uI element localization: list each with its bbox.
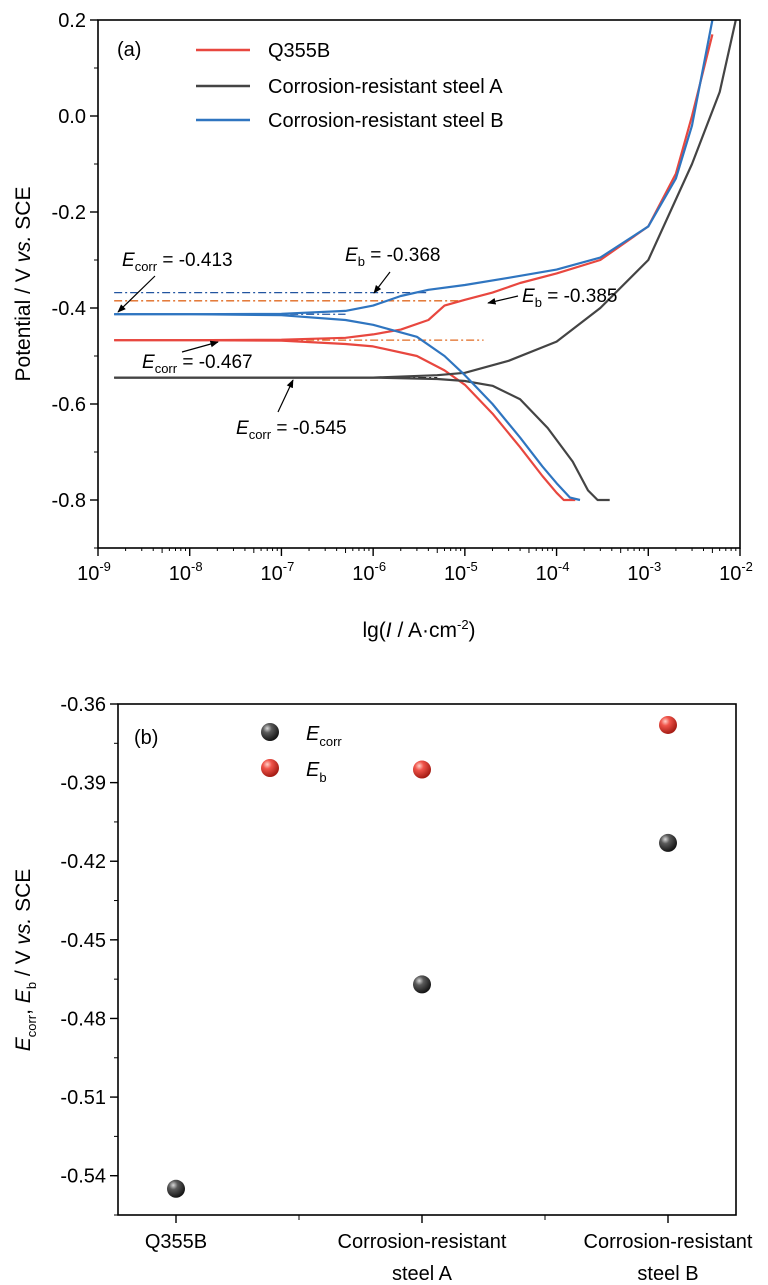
y-tick-label: -0.4 (52, 298, 86, 320)
b-category-label-1: Corrosion-resistant steel A (338, 1231, 507, 1285)
annotation-ecorr-steel-b: Ecorr = -0.413 (122, 250, 233, 274)
x-tick-label: 10-2 (719, 559, 753, 585)
annotation-arrow-eb-q355b (487, 295, 519, 305)
x-tick-label: 10-6 (352, 559, 386, 585)
panel-a-y-axis-title: Potential / V vs. SCE (12, 187, 35, 382)
panel-a-y-axis: 0.2 0.0 -0.2 -0.4 -0.6 -0.8 (52, 10, 98, 549)
y-tick-label: -0.8 (52, 490, 86, 512)
legend-marker-ecorr (261, 723, 279, 741)
panel-b-y-axis-title: Ecorr, Eb / V vs. SCE (12, 869, 39, 1052)
annotation-eb-q355b: Eb = -0.385 (522, 286, 617, 310)
panel-a-annotations: Ecorr = -0.413 Eb = -0.368 Eb = -0.385 E… (117, 245, 617, 442)
b-y-tick-label: -0.42 (60, 851, 106, 873)
y-tick-label: -0.2 (52, 202, 86, 224)
b-y-tick-label: -0.36 (60, 694, 106, 716)
point-e-b-1 (413, 760, 431, 779)
x-tick-label: 10-5 (444, 559, 478, 585)
legend-label-q355b: Q355B (268, 40, 330, 62)
panel-b: -0.36 -0.39 -0.42 -0.45 -0.48 -0.51 -0.54 Q355… (12, 694, 753, 1285)
legend-label-eb: Eb (306, 759, 327, 785)
x-tick-label: 10-8 (169, 559, 203, 585)
annotation-eb-steel-b: Eb = -0.368 (345, 245, 440, 269)
b-y-tick-label: -0.54 (60, 1166, 106, 1188)
curve-corrosion-resistant-steel-a-anodic (114, 19, 737, 379)
panel-b-frame (117, 703, 737, 1216)
b-category-label-0: Q355B (145, 1231, 207, 1253)
panel-b-label: (b) (134, 727, 158, 749)
panel-a-frame (97, 19, 741, 549)
curve-q355b-cathodic (114, 339, 576, 502)
b-y-tick-label: -0.51 (60, 1087, 106, 1109)
annotation-arrow-ecorr-q355b (181, 340, 219, 353)
point-e-corr-1 (413, 975, 431, 994)
b-y-tick-label: -0.39 (60, 773, 106, 795)
y-tick-label: -0.6 (52, 394, 86, 416)
panel-a-label: (a) (117, 39, 141, 61)
annotation-ecorr-steel-a: Ecorr = -0.545 (236, 418, 347, 442)
annotation-arrow-ecorr-steel-a (277, 379, 294, 413)
point-e-b-2 (659, 715, 677, 734)
annotation-arrow-eb-steel-b (373, 271, 391, 294)
panel-b-x-axis: Q355B Corrosion-resistant steel A Corrosion… (145, 1215, 753, 1285)
curve-corrosion-resistant-steel-b-anodic (114, 19, 714, 316)
x-tick-label: 10-3 (627, 559, 661, 585)
x-tick-label: 10-4 (536, 559, 570, 585)
legend-marker-eb (261, 759, 279, 777)
legend-label-steel-b: Corrosion-resistant steel B (268, 110, 504, 132)
b-y-tick-label: -0.45 (60, 930, 106, 952)
panel-a-legend: Q355B Corrosion-resistant steel A Corros… (196, 40, 504, 132)
panel-b-legend: Ecorr Eb (261, 723, 342, 785)
panel-b-y-axis: -0.36 -0.39 -0.42 -0.45 -0.48 -0.51 -0.54 (60, 694, 118, 1216)
legend-label-ecorr: Ecorr (306, 723, 342, 749)
x-tick-label: 10-7 (261, 559, 295, 585)
b-y-tick-label: -0.48 (60, 1008, 106, 1030)
annotation-arrow-ecorr-steel-b (117, 275, 156, 313)
panel-a: 10-9 10-8 10-7 10-6 10-5 10-4 10-3 10-2 0.2 0.0 -… (12, 10, 753, 642)
b-category-label-2: Corrosion-resistant steel B (584, 1231, 753, 1285)
panel-a-x-axis: 10-9 10-8 10-7 10-6 10-5 10-4 10-3 10-2 (77, 548, 753, 585)
x-tick-label: 10-9 (77, 559, 111, 585)
point-e-corr-2 (659, 833, 677, 852)
annotation-ecorr-q355b: Ecorr = -0.467 (142, 352, 253, 376)
panel-a-curves (114, 19, 737, 502)
curve-corrosion-resistant-steel-b-cathodic (114, 313, 581, 502)
y-tick-label: 0.2 (58, 10, 86, 32)
y-tick-label: 0.0 (58, 106, 86, 128)
legend-label-steel-a: Corrosion-resistant steel A (268, 76, 503, 98)
point-e-corr-0 (167, 1179, 185, 1198)
panel-b-points (167, 715, 677, 1198)
panel-a-x-axis-title: lg(I / A·cm-2) (362, 617, 475, 642)
curve-corrosion-resistant-steel-a-cathodic (114, 376, 610, 502)
